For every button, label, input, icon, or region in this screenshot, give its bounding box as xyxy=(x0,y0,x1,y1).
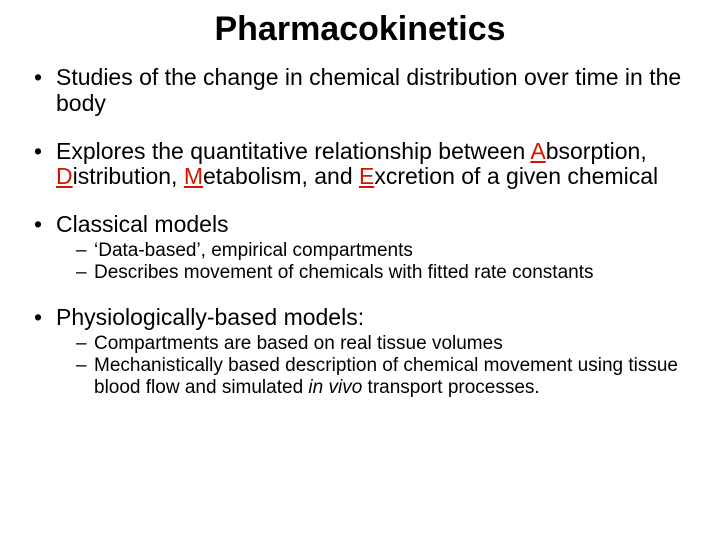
sub-text: ‘Data-based’, empirical compartments xyxy=(94,240,413,261)
slide: Pharmacokinetics Studies of the change i… xyxy=(0,0,720,540)
slide-title: Pharmacokinetics xyxy=(30,10,690,49)
hl-letter-a: A xyxy=(530,138,545,164)
sub-list: Compartments are based on real tissue vo… xyxy=(76,333,690,399)
bullet-item: Studies of the change in chemical distri… xyxy=(30,65,690,117)
bullet-text: Explores the quantitative relationship b… xyxy=(56,138,530,164)
italic-text: in vivo xyxy=(308,377,362,398)
sub-item: ‘Data-based’, empirical compartments xyxy=(76,240,690,262)
bullet-text: Physiologically-based models: xyxy=(56,304,364,330)
sub-text: Describes movement of chemicals with fit… xyxy=(94,262,593,283)
bullet-item: Classical models ‘Data-based’, empirical… xyxy=(30,212,690,283)
bullet-list: Studies of the change in chemical distri… xyxy=(30,65,690,399)
sub-item: Compartments are based on real tissue vo… xyxy=(76,333,690,355)
bullet-text: etabolism, and xyxy=(203,163,359,189)
sub-text: Compartments are based on real tissue vo… xyxy=(94,333,503,354)
sub-text: transport processes. xyxy=(362,377,539,398)
bullet-text: bsorption, xyxy=(546,138,647,164)
hl-letter-m: M xyxy=(184,163,203,189)
bullet-item: Physiologically-based models: Compartmen… xyxy=(30,305,690,398)
sub-list: ‘Data-based’, empirical compartments Des… xyxy=(76,240,690,284)
bullet-item: Explores the quantitative relationship b… xyxy=(30,139,690,191)
hl-letter-d: D xyxy=(56,163,73,189)
hl-letter-e: E xyxy=(359,163,374,189)
bullet-text: istribution, xyxy=(73,163,184,189)
sub-item: Describes movement of chemicals with fit… xyxy=(76,262,690,284)
bullet-text: Classical models xyxy=(56,211,229,237)
sub-item: Mechanistically based description of che… xyxy=(76,355,690,399)
bullet-text: Studies of the change in chemical distri… xyxy=(56,64,681,116)
bullet-text: xcretion of a given chemical xyxy=(374,163,658,189)
